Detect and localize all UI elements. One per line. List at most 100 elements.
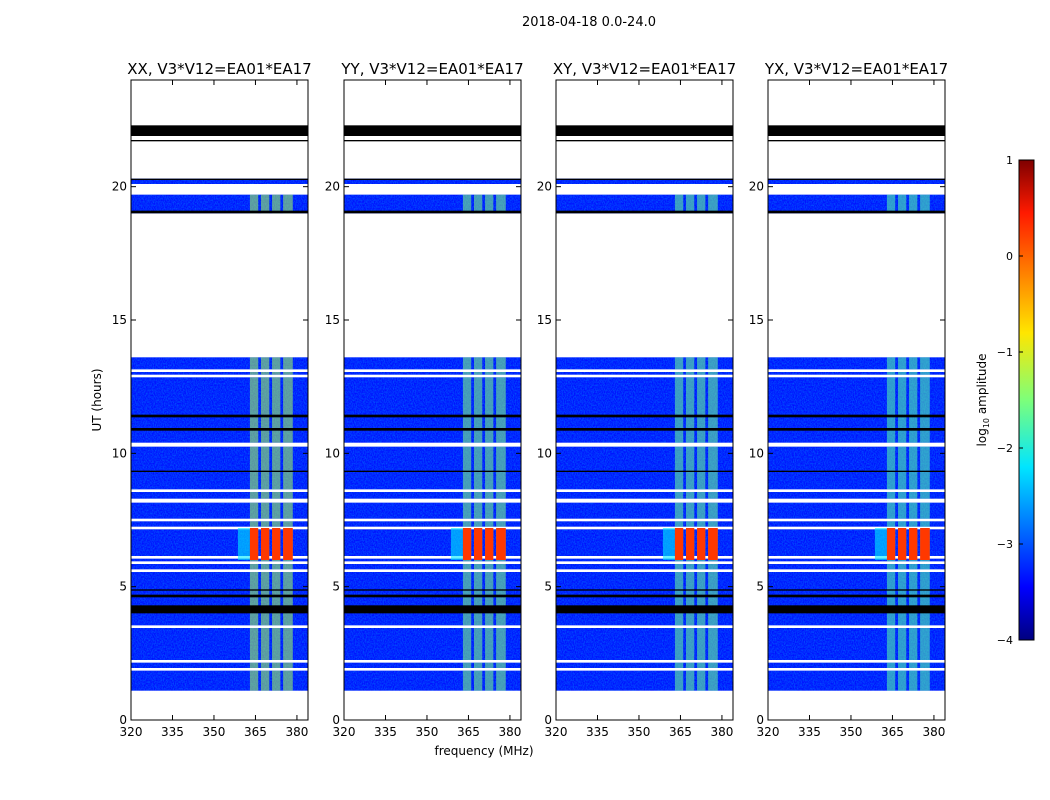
flagged-band <box>344 140 521 142</box>
flagged-band <box>344 178 521 180</box>
rfi-column <box>260 662 270 668</box>
rfi-column <box>909 521 918 527</box>
panel-title: XX, V3*V12=EA01*EA17 <box>127 60 311 78</box>
data-block-noise <box>556 662 733 668</box>
rfi-column <box>249 502 259 519</box>
rfi-column <box>909 194 918 214</box>
rfi-column <box>708 357 718 370</box>
rfi-column <box>920 670 930 691</box>
rfi-column <box>462 521 472 527</box>
y-tick-label: 0 <box>332 713 340 727</box>
data-block-noise <box>344 502 521 519</box>
rfi-column <box>897 564 907 570</box>
data-block-noise <box>768 357 945 370</box>
x-tick-label: 335 <box>374 725 397 739</box>
rfi-column <box>260 372 270 375</box>
data-block-noise <box>768 178 945 184</box>
rfi-column <box>708 446 718 490</box>
rfi-column <box>462 502 472 519</box>
rfi-column <box>272 372 281 375</box>
rfi-column <box>708 372 718 375</box>
strong-rfi-cell <box>462 528 472 560</box>
axes-frame <box>555 79 734 721</box>
data-block-noise <box>131 372 308 375</box>
strong-rfi-cell <box>697 528 706 560</box>
flagged-band <box>556 178 733 180</box>
y-tick-label: 0 <box>119 713 127 727</box>
rfi-column <box>697 628 706 660</box>
data-block-noise <box>131 377 308 443</box>
y-tick-label: 15 <box>112 313 127 327</box>
y-tick-label: 15 <box>537 313 552 327</box>
rfi-column <box>886 502 896 519</box>
rfi-column <box>496 521 506 527</box>
rfi-spread <box>237 528 250 560</box>
rfi-column <box>897 521 907 527</box>
rfi-column <box>496 357 506 370</box>
rfi-column <box>674 628 684 660</box>
strong-rfi-cell <box>886 528 896 560</box>
rfi-column <box>473 194 483 214</box>
rfi-column <box>708 502 718 519</box>
data-block-noise <box>344 670 521 691</box>
data-block-noise <box>768 558 945 562</box>
rfi-column <box>909 564 918 570</box>
strong-rfi-cell <box>473 528 483 560</box>
rfi-column <box>897 502 907 519</box>
rfi-column <box>249 572 259 626</box>
rfi-column <box>496 662 506 668</box>
rfi-column <box>897 372 907 375</box>
rfi-column <box>685 372 695 375</box>
rfi-column <box>473 670 483 691</box>
rfi-column <box>697 357 706 370</box>
rfi-column <box>496 670 506 691</box>
rfi-column <box>697 521 706 527</box>
data-block-noise <box>768 529 945 556</box>
rfi-column <box>272 521 281 527</box>
rfi-column <box>249 357 259 370</box>
data-block-noise <box>131 670 308 691</box>
rfi-column <box>897 662 907 668</box>
rfi-column <box>462 357 472 370</box>
data-block-noise <box>768 502 945 519</box>
panel-title: XY, V3*V12=EA01*EA17 <box>553 60 736 78</box>
rfi-column <box>920 502 930 519</box>
rfi-column <box>897 377 907 443</box>
flagged-band <box>131 414 308 418</box>
y-tick-label: 20 <box>325 180 340 194</box>
flagged-band <box>131 589 308 591</box>
x-tick-label: 350 <box>416 725 439 739</box>
y-tick-label: 20 <box>112 180 127 194</box>
rfi-column <box>249 377 259 443</box>
data-block-noise <box>131 564 308 570</box>
rfi-column <box>260 502 270 519</box>
rfi-column <box>260 492 270 499</box>
rfi-column <box>897 194 907 214</box>
rfi-column <box>708 628 718 660</box>
rfi-column <box>886 628 896 660</box>
data-block-noise <box>556 377 733 443</box>
y-tick-label: 15 <box>749 313 764 327</box>
data-block-noise <box>344 372 521 375</box>
data-block-noise <box>556 558 733 562</box>
y-tick-label: 5 <box>544 580 552 594</box>
rfi-column <box>283 377 293 443</box>
data-block-noise <box>131 529 308 556</box>
rfi-column <box>920 377 930 443</box>
rfi-column <box>283 492 293 499</box>
panel-1: YY, V3*V12=EA01*EA17 320 335 350 365 380 0 5 10 1… <box>325 60 524 739</box>
rfi-column <box>674 502 684 519</box>
rfi-column <box>272 564 281 570</box>
data-block-noise <box>131 502 308 519</box>
rfi-column <box>496 446 506 490</box>
rfi-column <box>708 662 718 668</box>
rfi-column <box>473 502 483 519</box>
data-block-noise <box>768 572 945 626</box>
rfi-column <box>249 372 259 375</box>
colorbar-tick-label: −3 <box>997 538 1013 551</box>
flagged-band <box>768 428 945 431</box>
flagged-band <box>131 140 308 142</box>
strong-rfi-cell <box>260 528 270 560</box>
flagged-band <box>556 605 733 614</box>
